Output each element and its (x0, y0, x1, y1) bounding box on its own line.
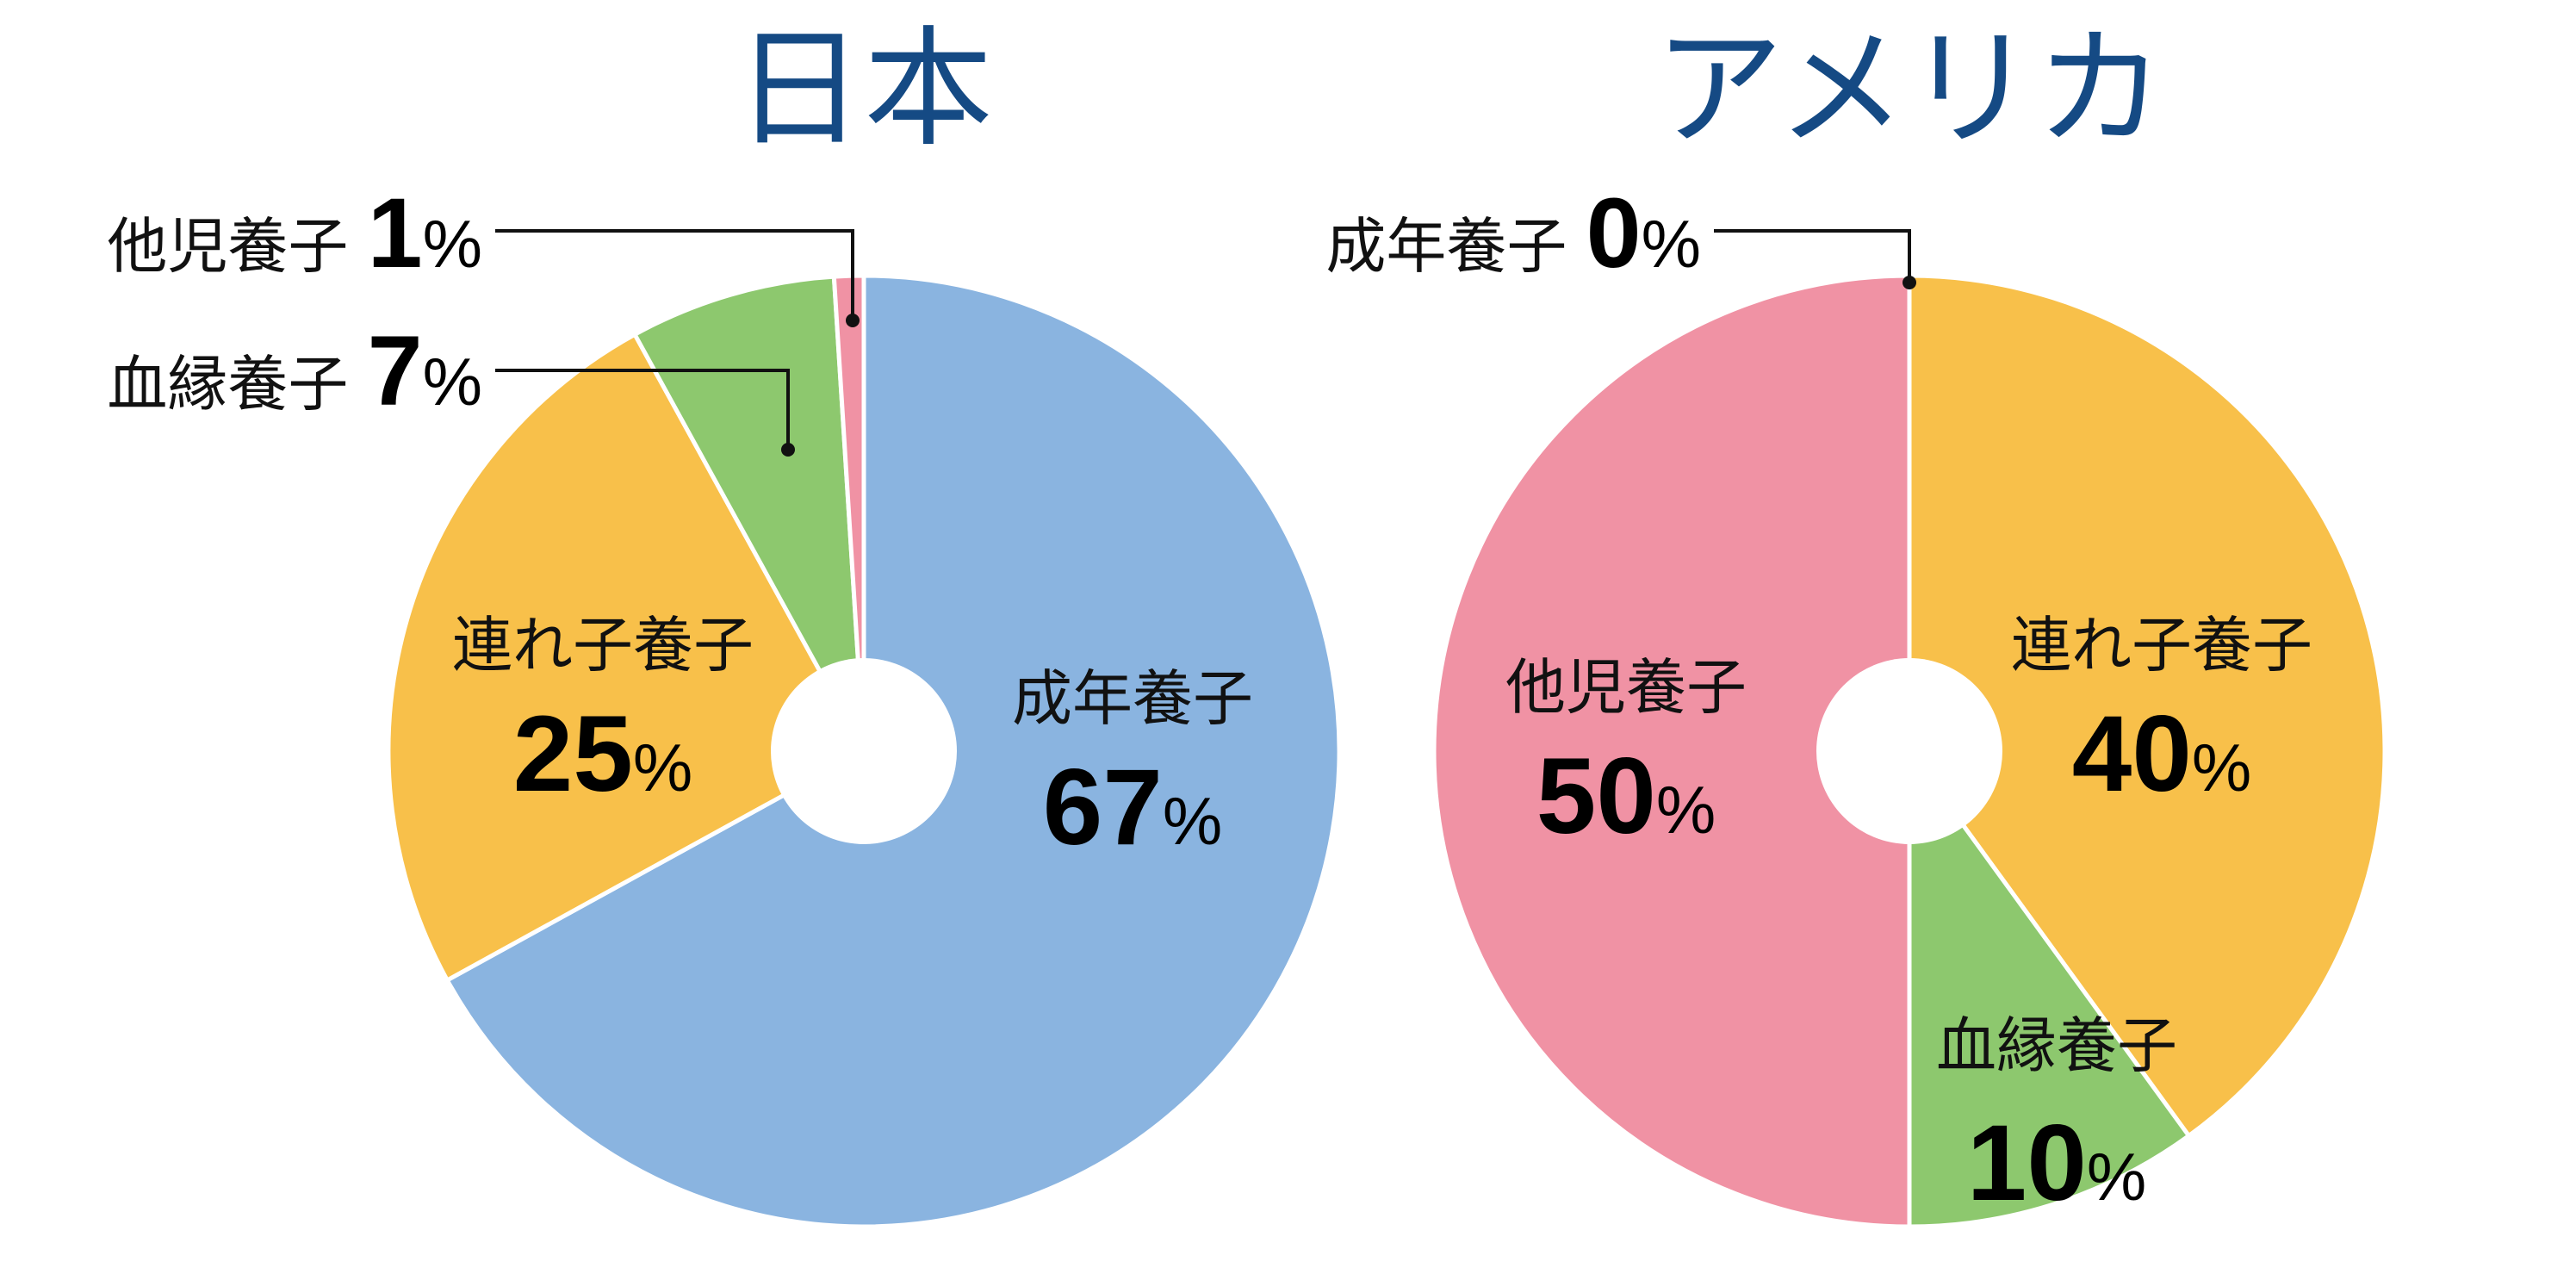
pie-slice (1431, 273, 1912, 1229)
callout-dot (781, 443, 795, 457)
percent-sign: % (1163, 783, 1222, 859)
slice-label: 他児養子 (107, 211, 367, 282)
slice-value: 1 (368, 178, 423, 289)
callout-dot (846, 314, 860, 327)
slice-value: 0 (1586, 178, 1642, 289)
slice-value-label: 67% (1043, 748, 1222, 867)
percent-sign: % (633, 730, 692, 805)
pie-slice (1907, 749, 2191, 1229)
percent-sign: % (1642, 206, 1701, 282)
slice-value: 25 (513, 694, 633, 814)
percent-sign: % (423, 206, 482, 282)
percent-sign: % (423, 344, 482, 419)
slice-label: 成年養子 (1325, 211, 1586, 282)
chart-title: アメリカ (1654, 15, 2165, 165)
slice-value-label: 40% (2072, 694, 2251, 814)
slice-value: 50 (1536, 736, 1656, 856)
slice-label: 血縁養子 (1936, 1010, 2177, 1081)
slice-value-label: 50% (1536, 736, 1716, 856)
callout-leader-line (1714, 229, 1911, 283)
slice-value-label: 10% (1967, 1103, 2146, 1223)
slice-label: 血縁養子 (107, 349, 367, 419)
slice-value: 7 (368, 316, 423, 426)
slice-value: 10 (1967, 1103, 2087, 1223)
callout-leader-line (495, 229, 854, 320)
percent-sign: % (1656, 772, 1716, 848)
callout-label: 他児養子 1% (107, 178, 482, 289)
pie-slice (632, 274, 866, 754)
slice-label: 成年養子 (1012, 663, 1253, 734)
slice-label: 連れ子養子 (2011, 610, 2312, 681)
percent-sign: % (2192, 730, 2251, 805)
callout-leader-line (495, 369, 790, 450)
pie-slice (1907, 273, 2387, 1139)
percent-sign: % (2087, 1139, 2146, 1215)
slice-label: 他児養子 (1505, 652, 1747, 723)
donut-hole (1816, 658, 2002, 844)
donut-hole (771, 658, 957, 844)
slice-label: 連れ子養子 (452, 610, 754, 681)
chart-title: 日本 (735, 15, 993, 165)
slice-value-label: 25% (513, 694, 692, 814)
slice-value: 67 (1043, 748, 1163, 867)
slice-value: 40 (2072, 694, 2192, 814)
callout-dot (1903, 276, 1916, 289)
callout-label: 成年養子 0% (1325, 178, 1701, 289)
pie-slice (386, 332, 866, 983)
pie-slice (831, 273, 866, 754)
callout-label: 血縁養子 7% (107, 316, 482, 426)
